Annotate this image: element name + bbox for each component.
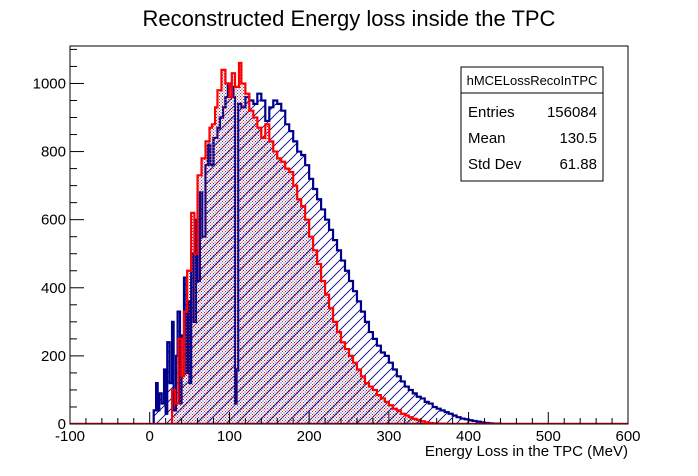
plot-frame	[69, 45, 629, 425]
stats-box-frame	[460, 66, 604, 182]
y-tick-label: 800	[41, 144, 66, 161]
stats-stddev-value: 61.88	[559, 156, 597, 173]
series-1-fill	[70, 63, 628, 424]
x-tick-label: 300	[376, 428, 401, 445]
x-tick-label: 400	[456, 428, 481, 445]
stats-entries-value: 156084	[547, 104, 597, 121]
y-tick-label: 400	[41, 280, 66, 297]
x-tick-label: 600	[615, 428, 640, 445]
y-tick-label: 1000	[33, 75, 66, 92]
chart-title: Reconstructed Energy loss inside the TPC	[143, 6, 556, 31]
x-tick-label: 500	[536, 428, 561, 445]
stats-stddev-label: Std Dev	[468, 156, 522, 173]
stats-box-title: hMCELossRecoInTPC	[467, 73, 598, 88]
stats-box: hMCELossRecoInTPC Entries 156084 Mean 13…	[460, 66, 604, 182]
stats-mean-value: 130.5	[559, 130, 597, 147]
x-tick-label: 100	[217, 428, 242, 445]
x-axis-label: Energy Loss in the TPC (MeV)	[425, 443, 628, 460]
stats-entries-label: Entries	[468, 104, 515, 121]
x-tick-label: 0	[146, 428, 154, 445]
y-tick-label: 0	[58, 416, 66, 433]
y-tick-label: 200	[41, 348, 66, 365]
stats-mean-label: Mean	[468, 130, 506, 147]
series-1-outline	[70, 61, 628, 424]
y-tick-label: 600	[41, 212, 66, 229]
x-tick-label: 200	[297, 428, 322, 445]
x-tick-label: -100	[55, 428, 85, 445]
